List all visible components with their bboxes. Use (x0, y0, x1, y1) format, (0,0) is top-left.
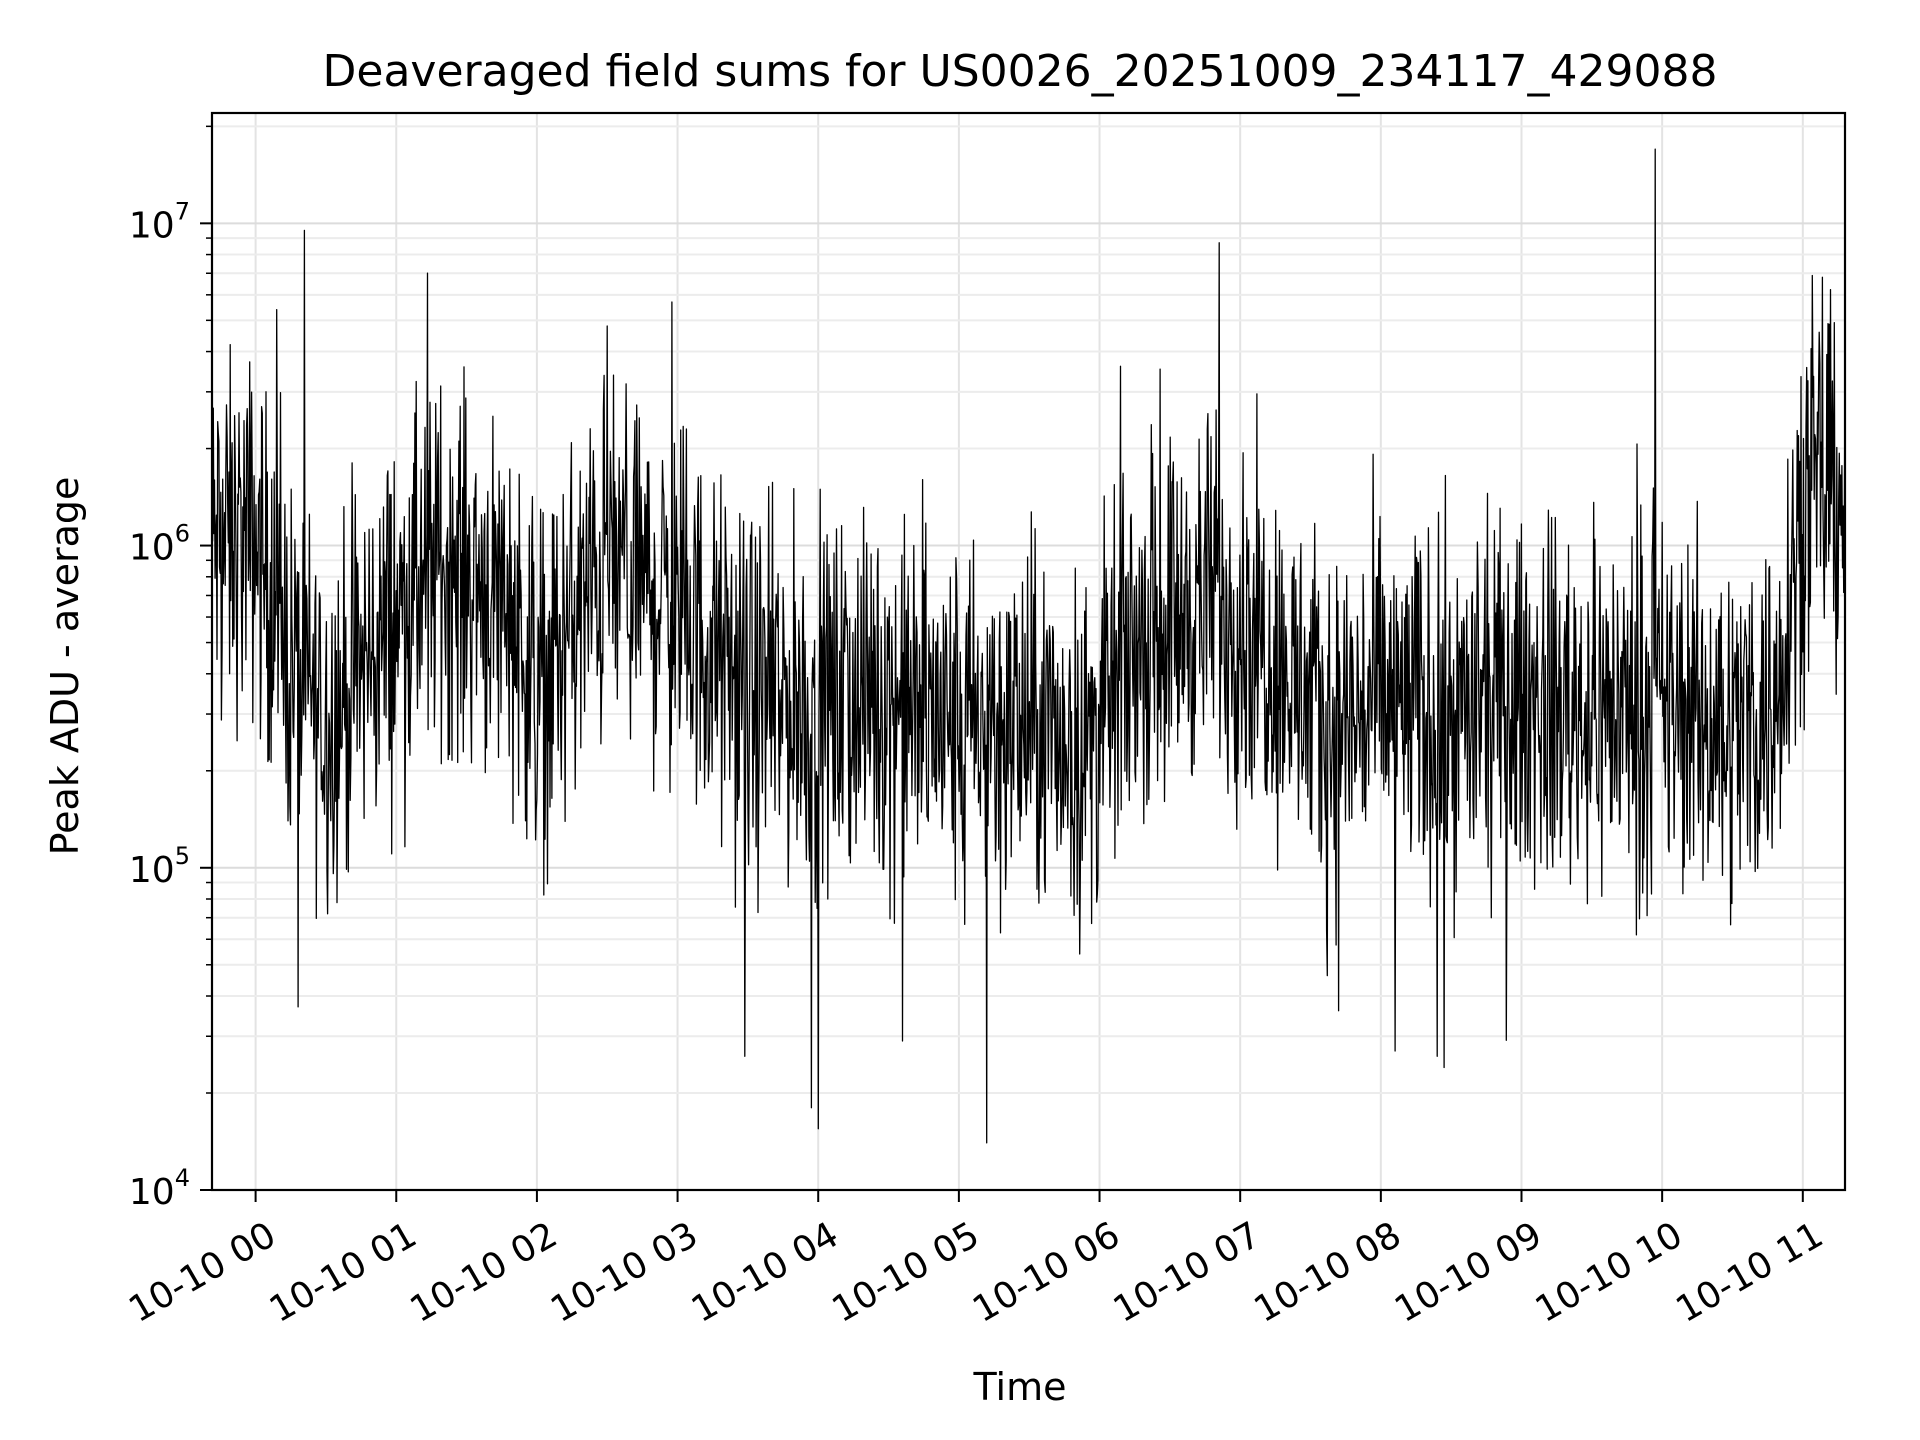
y-tick-base: 10 (129, 205, 175, 246)
plot-frame (210, 111, 1847, 1192)
y-tick-exponent: 5 (175, 842, 190, 870)
series-line (211, 148, 1846, 1144)
y-tick-base: 10 (129, 850, 175, 891)
series-group (211, 148, 1846, 1144)
y-tick-label: 107 (129, 197, 190, 246)
y-tick-base: 10 (129, 528, 175, 569)
chart-title: Deaveraged field sums for US0026_2025100… (323, 46, 1718, 97)
y-tick-base: 10 (129, 1172, 175, 1213)
y-tick-label: 104 (129, 1164, 190, 1213)
y-tick-label: 106 (129, 520, 190, 569)
y-axis-label: Peak ADU - average (43, 477, 87, 856)
y-tick-exponent: 4 (175, 1164, 190, 1192)
y-tick-exponent: 6 (175, 520, 190, 548)
y-tick-exponent: 7 (175, 197, 190, 225)
x-axis-label: Time (973, 1365, 1067, 1409)
y-tick-label: 105 (129, 842, 190, 891)
